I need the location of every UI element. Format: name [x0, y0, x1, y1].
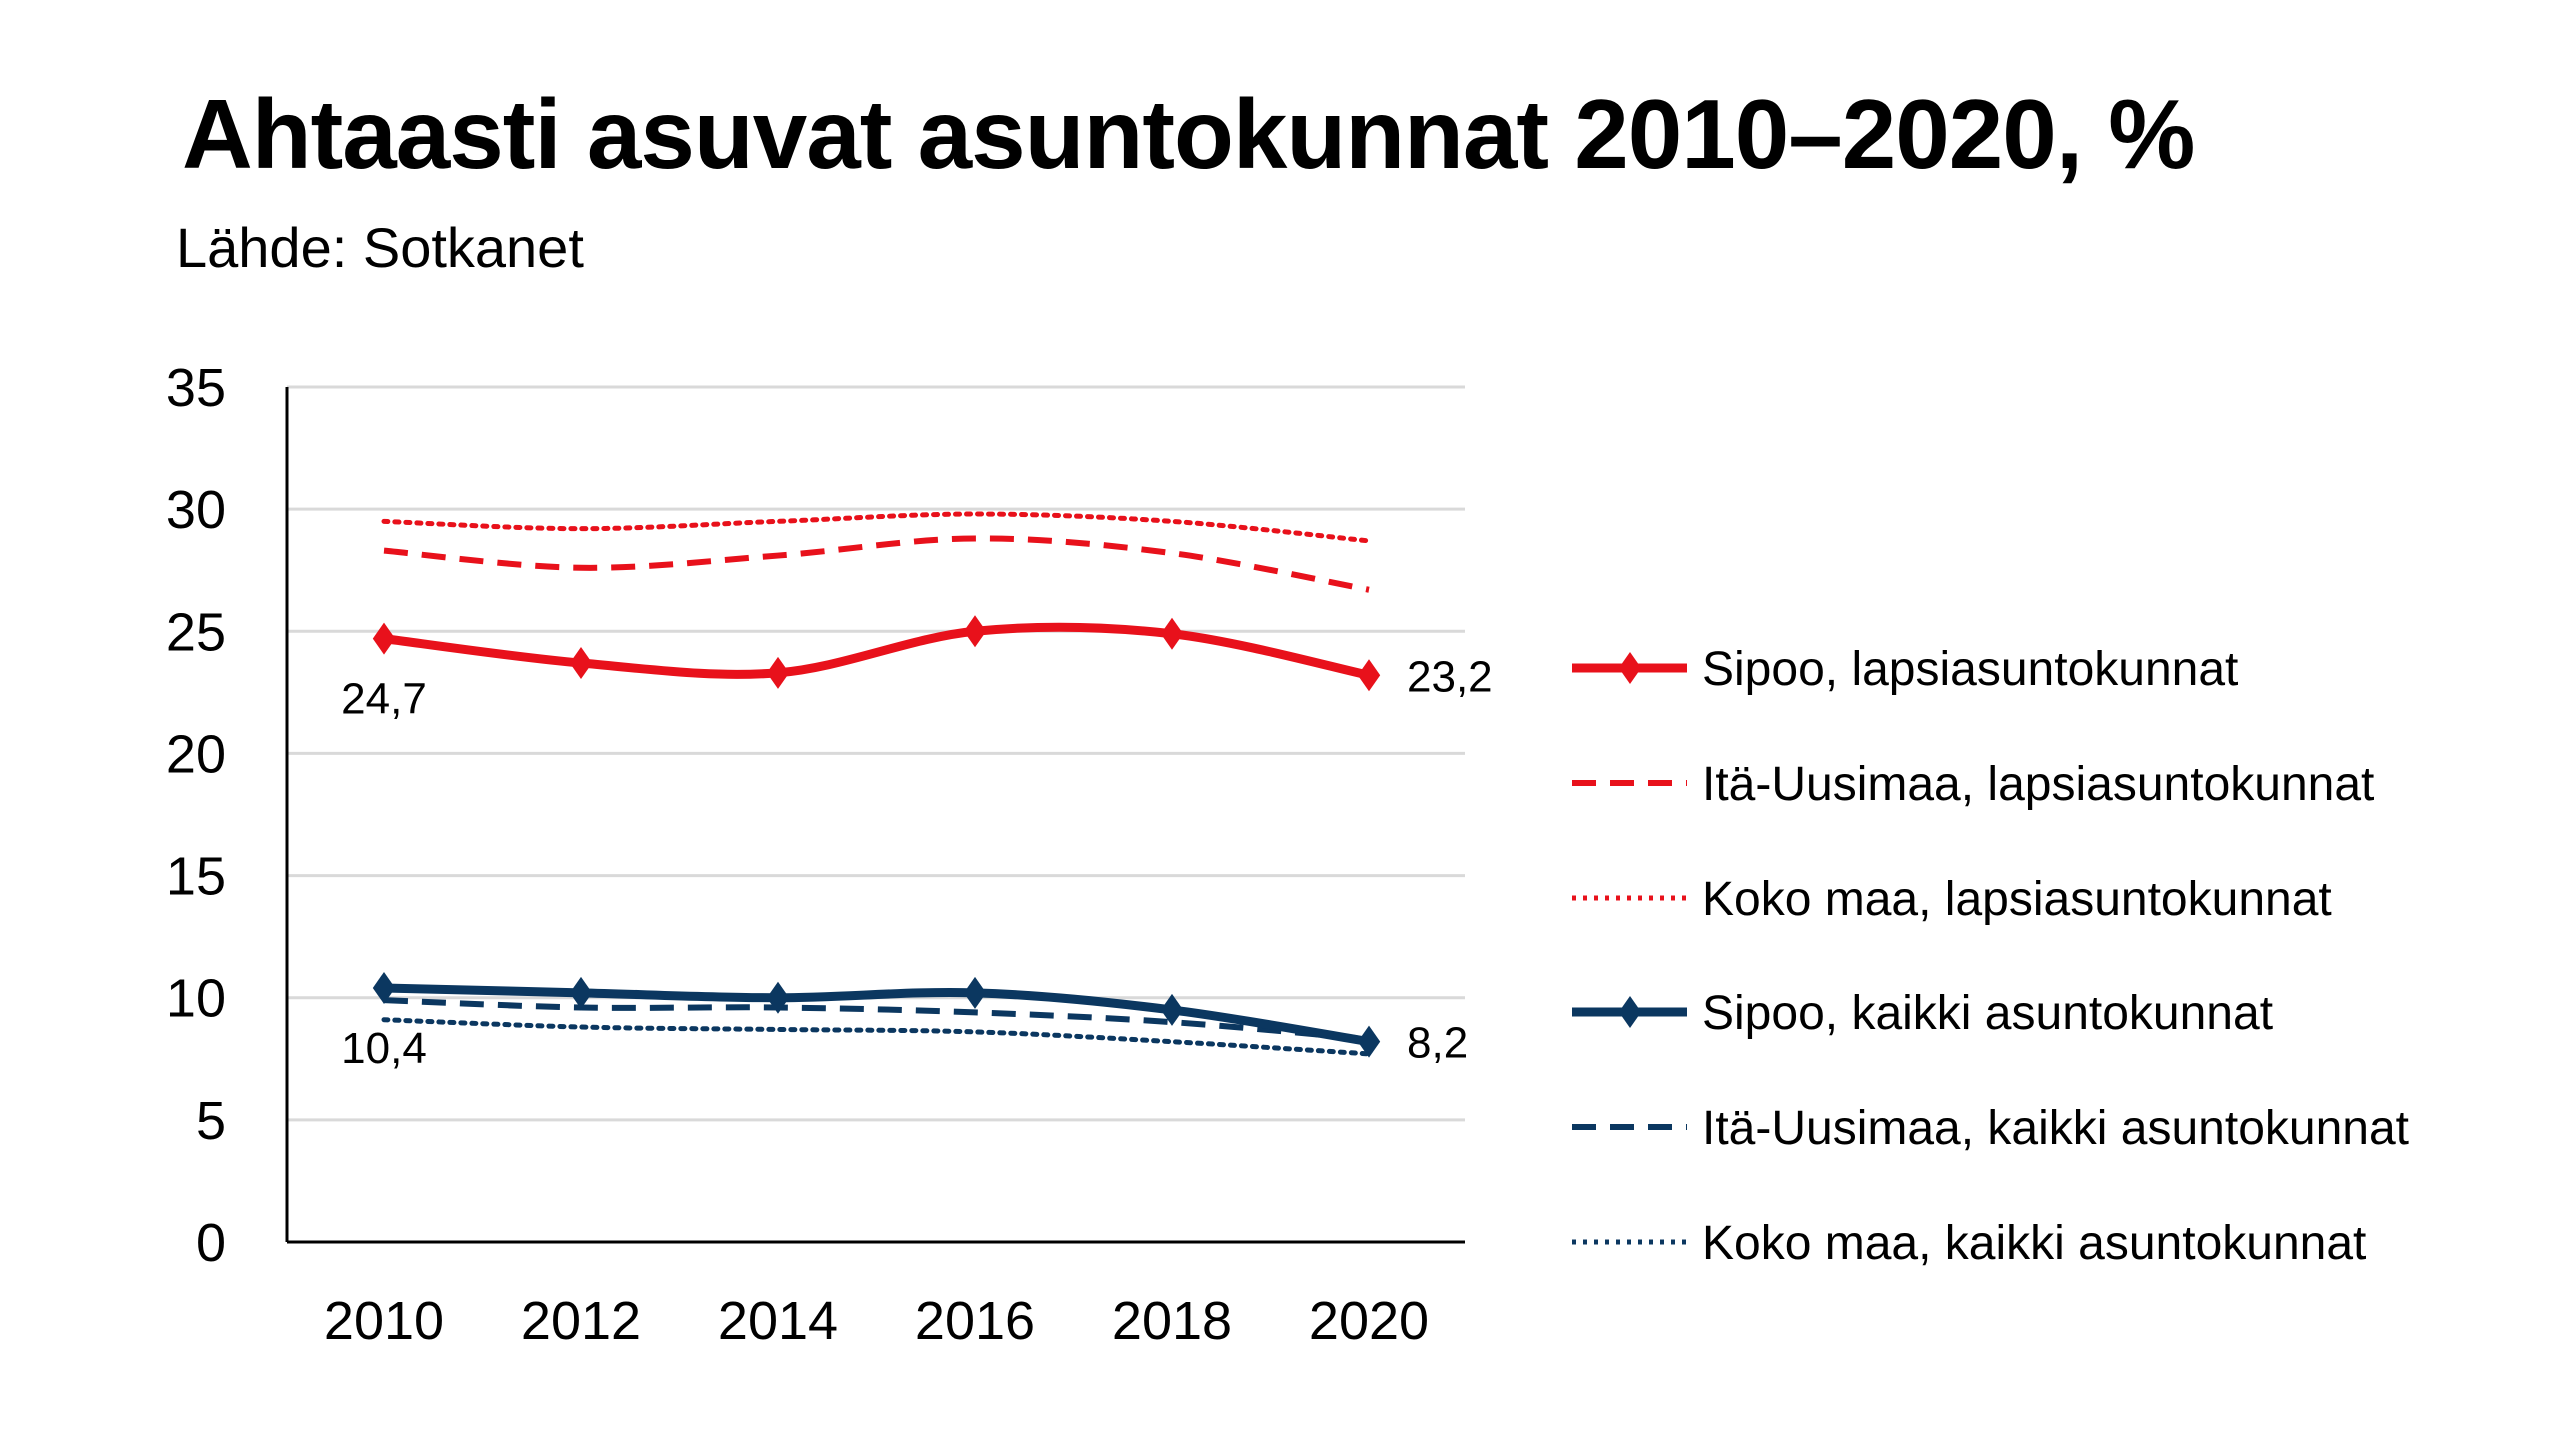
x-tick-label: 2020	[1309, 1291, 1429, 1351]
x-tick-label: 2012	[521, 1291, 641, 1351]
data-point-marker	[372, 971, 396, 1004]
data-point-marker	[1160, 617, 1184, 650]
legend-label: Itä-Uusimaa, kaikki asuntokunnat	[1702, 1102, 2409, 1155]
data-point-marker	[569, 647, 593, 680]
chart-title: Ahtaasti asuvat asuntokunnat 2010–2020, …	[182, 79, 2195, 189]
data-point-marker	[963, 615, 987, 648]
legend-label: Sipoo, lapsiasuntokunnat	[1702, 643, 2238, 696]
x-tick-label: 2014	[718, 1291, 838, 1351]
series-line	[383, 535, 1370, 593]
legend-marker	[1618, 996, 1642, 1028]
y-tick-label: 35	[166, 358, 226, 418]
x-tick-label: 2016	[915, 1291, 1035, 1351]
data-point-marker	[1160, 993, 1184, 1026]
series-line	[383, 983, 1370, 1047]
series-line	[383, 997, 1370, 1043]
data-point-marker	[1357, 659, 1381, 692]
x-tick-label: 2018	[1112, 1291, 1232, 1351]
y-tick-label: 15	[166, 847, 226, 907]
data-point-marker	[963, 976, 987, 1009]
legend-marker	[1618, 652, 1642, 684]
series-line	[381, 511, 1372, 544]
y-tick-label: 30	[166, 480, 226, 540]
legend-label: Itä-Uusimaa, lapsiasuntokunnat	[1702, 758, 2374, 811]
data-point-marker	[569, 976, 593, 1009]
legend-label: Koko maa, kaikki asuntokunnat	[1702, 1217, 2366, 1270]
y-tick-label: 10	[166, 969, 226, 1029]
data-label: 23,2	[1407, 652, 1493, 701]
data-point-marker	[1357, 1025, 1381, 1058]
chart-subtitle: Lähde: Sotkanet	[176, 216, 584, 279]
data-label: 10,4	[341, 1024, 427, 1073]
data-label: 24,7	[341, 675, 427, 724]
y-tick-label: 5	[196, 1091, 226, 1151]
data-point-marker	[766, 981, 790, 1014]
data-point-marker	[766, 656, 790, 689]
x-tick-label: 2010	[324, 1291, 444, 1351]
y-tick-label: 25	[166, 602, 226, 662]
data-label: 8,2	[1407, 1019, 1468, 1068]
legend-label: Koko maa, lapsiasuntokunnat	[1702, 873, 2332, 926]
series-line	[383, 622, 1370, 680]
series-line	[381, 1017, 1372, 1057]
y-tick-label: 20	[166, 724, 226, 784]
data-point-marker	[372, 622, 396, 655]
legend-label: Sipoo, kaikki asuntokunnat	[1702, 987, 2273, 1040]
y-tick-label: 0	[196, 1213, 226, 1273]
